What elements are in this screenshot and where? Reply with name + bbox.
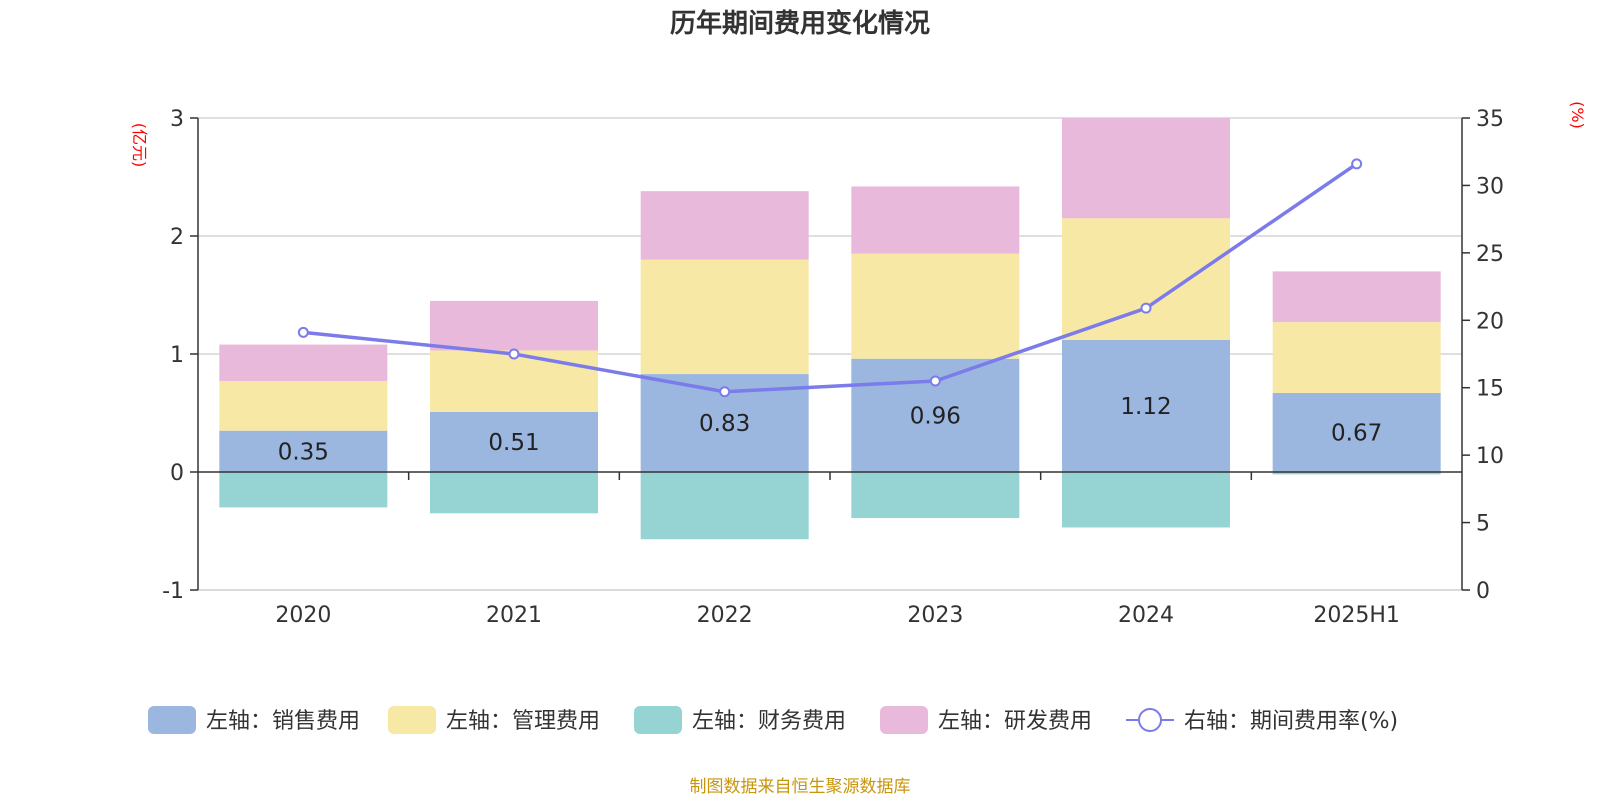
right-tick-label: 0: [1476, 579, 1490, 604]
bar-segment: [640, 472, 809, 540]
legend-label: 右轴：期间费用率(%): [1184, 709, 1398, 734]
bar-segment: [1272, 392, 1441, 472]
legend-item: 左轴：销售费用: [148, 706, 360, 734]
bar-segment: [640, 259, 809, 375]
bar-segment: [1062, 472, 1230, 528]
data-label: 0.96: [910, 403, 961, 429]
bar-segment: [219, 472, 388, 508]
bar-segment: [1062, 118, 1230, 219]
left-axis-unit: (亿元): [130, 123, 149, 168]
bar-segment: [851, 472, 1020, 519]
legend-label: 左轴：销售费用: [206, 709, 360, 734]
data-label: 0.51: [488, 430, 539, 456]
bar-segment: [219, 430, 388, 472]
legend-label: 左轴：财务费用: [692, 709, 846, 734]
data-label: 0.67: [1331, 420, 1382, 446]
right-tick-label: 10: [1476, 444, 1504, 469]
bar-segment: [640, 191, 809, 260]
data-label: 1.12: [1120, 394, 1171, 420]
bar-segment: [219, 344, 388, 382]
legend: 左轴：销售费用 左轴：管理费用 左轴：财务费用 左轴：研发费用 右轴：期间费用率(%): [148, 706, 1398, 734]
bar-segment: [430, 472, 598, 514]
bar-segment: [851, 186, 1020, 254]
bar-segment: [430, 300, 598, 351]
legend-swatch: [880, 706, 928, 734]
rate-point: [508, 348, 520, 360]
rate-point: [929, 375, 941, 387]
legend-swatch: [388, 706, 436, 734]
legend-item: 左轴：管理费用: [388, 706, 600, 734]
bar-segment: [219, 381, 388, 431]
legend-item: 左轴：研发费用: [880, 706, 1092, 734]
legend-item: 左轴：财务费用: [634, 706, 846, 734]
bars: [219, 118, 1441, 540]
data-labels: 0.35 0.51 0.83 0.96 1.12 0.67: [278, 394, 1383, 465]
left-tick-label: -1: [162, 579, 184, 604]
data-label: 0.83: [699, 411, 750, 437]
bar-segment: [430, 350, 598, 412]
legend-label: 左轴：管理费用: [446, 709, 600, 734]
right-tick-label: 35: [1476, 107, 1504, 132]
rate-line: [297, 158, 1363, 398]
bar-segment: [1272, 472, 1441, 475]
rate-point: [719, 386, 731, 398]
right-tick-label: 5: [1476, 512, 1490, 537]
bar-segment: [1272, 271, 1441, 323]
right-tick-label: 20: [1476, 309, 1504, 334]
legend-marker: [1138, 708, 1162, 732]
category-label: 2024: [1118, 603, 1174, 628]
category-label: 2020: [275, 603, 331, 628]
right-axis-unit: (%): [1568, 101, 1587, 129]
rate-point: [1351, 158, 1363, 170]
left-tick-label: 1: [170, 343, 184, 368]
bar-segment: [1272, 322, 1441, 393]
right-tick-label: 30: [1476, 174, 1504, 199]
grid-lines: [198, 117, 1462, 591]
bar-segment: [851, 253, 1020, 359]
rate-line-path: [303, 162, 1358, 394]
left-tick-label: 2: [170, 225, 184, 250]
rate-point: [297, 326, 309, 338]
left-tick-label: 0: [170, 461, 184, 486]
category-label: 2025H1: [1313, 603, 1400, 628]
legend-label: 左轴：研发费用: [938, 709, 1092, 734]
legend-swatch: [148, 706, 196, 734]
chart-title: 历年期间费用变化情况: [670, 8, 930, 39]
legend-item: 右轴：期间费用率(%): [1126, 708, 1398, 734]
bar-segment: [430, 411, 598, 472]
category-label: 2023: [907, 603, 963, 628]
right-tick-label: 15: [1476, 377, 1504, 402]
left-tick-label: 3: [170, 107, 184, 132]
rate-point: [1140, 302, 1152, 314]
legend-swatch: [634, 706, 682, 734]
right-tick-label: 25: [1476, 242, 1504, 267]
category-label: 2021: [486, 603, 542, 628]
category-label: 2022: [697, 603, 753, 628]
bar-segment: [1062, 218, 1230, 340]
bar-segment: [1062, 339, 1230, 472]
source-note: 制图数据来自恒生聚源数据库: [690, 777, 911, 797]
data-label: 0.35: [278, 439, 329, 465]
